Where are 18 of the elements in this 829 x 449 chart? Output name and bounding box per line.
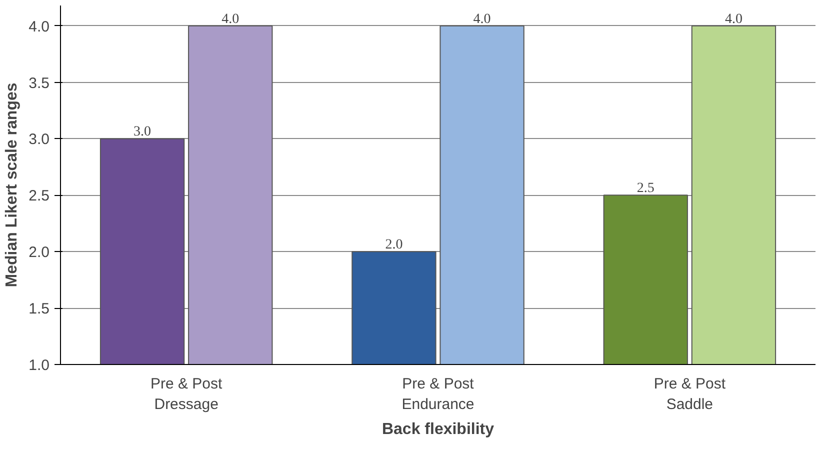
data-label: 2.0: [385, 238, 403, 253]
y-tick-label: 4.0: [28, 18, 50, 36]
data-label: 4.0: [724, 12, 742, 27]
x-axis-title: Back flexibility: [382, 420, 494, 438]
y-tick-label: 3.5: [28, 74, 50, 92]
x-tick-label: Pre & Post Saddle: [654, 376, 726, 413]
y-tick-label: 3.0: [28, 131, 50, 148]
data-label: 4.0: [222, 12, 240, 27]
data-label: 4.0: [473, 12, 491, 27]
x-tick-label: Pre & Post Dressage: [150, 376, 224, 413]
x-tick-label: Pre & Post Endurance: [402, 376, 475, 413]
y-tick-label: 2.0: [28, 244, 50, 262]
y-tick-label: 1.0: [28, 357, 50, 374]
y-tick-label: 2.5: [28, 188, 50, 205]
y-axis-title: Median Likert scale ranges: [4, 82, 21, 288]
y-tick-label: 1.5: [28, 300, 50, 318]
data-label: 2.5: [636, 181, 654, 196]
data-label: 3.0: [134, 124, 152, 140]
